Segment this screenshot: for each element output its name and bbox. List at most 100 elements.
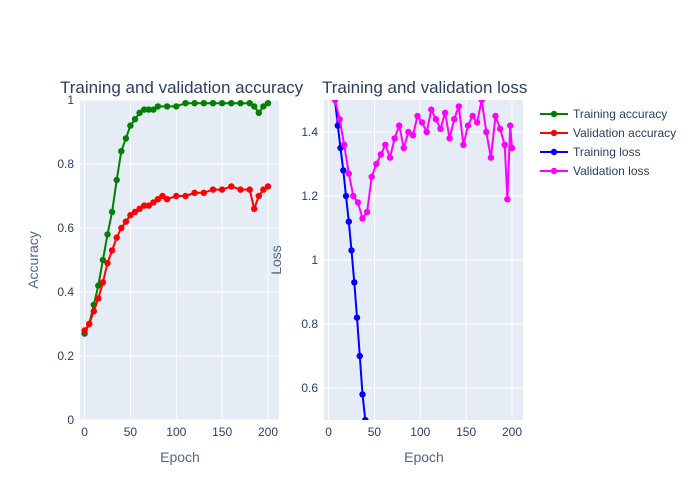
validation-accuracy-point [150,199,157,206]
legend[interactable]: Training accuracy Validation accuracy Trai… [540,107,676,178]
training-loss-point [353,314,361,321]
validation-accuracy-series [81,183,272,334]
validation-accuracy-point [255,192,262,200]
legend-marker-training-loss [550,148,558,156]
accuracy-y-tick-labels: 0 0.2 0.4 0.6 0.8 1 [57,93,74,427]
training-accuracy-point [95,282,102,289]
validation-loss-point [373,160,380,168]
validation-accuracy-point [136,205,143,212]
training-accuracy-point [154,103,162,110]
loss-series [331,100,516,420]
validation-accuracy-point [145,202,152,209]
validation-accuracy-point [104,260,111,267]
validation-accuracy-point [86,320,93,328]
accuracy-x-tick-label: 50 [124,425,138,439]
training-accuracy-point [264,100,272,107]
legend-item-training-loss[interactable]: Training loss [540,145,641,159]
loss-gridlines [324,100,523,420]
validation-loss-point [363,208,371,216]
training-accuracy-point [118,148,125,155]
accuracy-chart-title: Training and validation accuracy [60,78,304,97]
training-accuracy-point [113,176,120,184]
accuracy-x-tick-label: 100 [166,425,186,439]
legend-item-validation-accuracy[interactable]: Validation accuracy [540,126,676,140]
legend-label-training-accuracy: Training accuracy [573,107,667,121]
loss-x-axis-title: Epoch [404,449,444,465]
validation-loss-point [359,215,366,222]
training-loss-point [334,122,341,129]
training-accuracy-point [209,100,217,107]
training-accuracy-point [218,100,226,107]
training-accuracy-point [122,135,130,142]
validation-loss-point [368,173,375,180]
legend-item-training-accuracy[interactable]: Training accuracy [540,107,667,121]
loss-x-tick-label: 150 [456,425,476,439]
training-accuracy-point [251,103,258,110]
loss-x-tick-labels: 0 50 100 150 200 [325,425,522,439]
loss-y-tick-label: 1.4 [301,125,318,139]
legend-label-training-loss: Training loss [573,145,641,159]
loss-subplot: 0 50 100 150 200 0.6 0.8 1 1.2 1.4 Training and … [268,78,527,465]
training-loss-series [331,100,369,420]
training-loss-point [345,218,352,225]
accuracy-x-tick-label: 200 [258,425,278,439]
loss-x-tick-label: 0 [325,425,332,439]
validation-accuracy-point [182,192,189,200]
legend-marker-training-accuracy [550,110,558,118]
legend-item-validation-loss[interactable]: Validation loss [540,164,650,178]
training-accuracy-point [131,116,139,123]
training-accuracy-point [104,231,111,238]
training-accuracy-point [127,122,134,129]
validation-accuracy-point [237,186,244,193]
validation-accuracy-point [200,189,207,196]
accuracy-y-tick-label: 0.8 [57,157,74,171]
validation-loss-point [409,132,417,139]
validation-accuracy-point [191,189,198,196]
validation-loss-point [455,103,462,110]
validation-loss-point [504,196,511,203]
validation-accuracy-point [131,208,139,216]
training-accuracy-point [141,106,148,113]
training-accuracy-point [228,100,235,107]
loss-y-axis-title: Loss [268,245,284,275]
loss-y-tick-label: 1 [311,253,318,267]
validation-accuracy-point [251,205,258,212]
training-accuracy-point [200,100,207,107]
training-loss-point [359,391,366,398]
legend-marker-validation-loss [550,167,558,175]
validation-loss-point [508,144,516,152]
validation-accuracy-point [218,186,226,193]
validation-loss-point [446,135,453,142]
validation-loss-point [441,109,449,117]
validation-loss-point [460,141,467,148]
validation-loss-point [507,122,514,129]
validation-loss-point [496,125,504,132]
validation-loss-point [487,154,495,161]
validation-loss-point [396,122,403,129]
training-accuracy-point [145,106,152,113]
loss-x-tick-label: 50 [368,425,382,439]
training-accuracy-point [163,103,171,110]
training-accuracy-point [150,106,157,113]
validation-loss-point [341,141,348,148]
training-accuracy-point [255,109,262,117]
validation-accuracy-point [99,279,107,286]
accuracy-y-tick-label: 0.4 [57,285,74,299]
training-accuracy-point [191,100,198,107]
loss-y-tick-label: 0.8 [301,317,318,331]
accuracy-subplot: 0 50 100 150 200 0 0.2 0.4 0.6 0.8 1 Training and… [25,78,304,465]
validation-accuracy-point [228,183,235,190]
validation-accuracy-point [154,196,162,203]
validation-loss-point [377,151,385,158]
validation-accuracy-point [246,186,253,193]
validation-loss-point [354,199,362,206]
validation-loss-point [437,125,444,132]
loss-chart-title: Training and validation loss [322,78,527,97]
validation-accuracy-point [122,218,130,225]
validation-loss-point [382,141,389,148]
accuracy-gridlines [80,99,279,421]
validation-accuracy-point [141,202,148,209]
training-accuracy-point [173,103,180,110]
validation-accuracy-point [209,186,217,193]
